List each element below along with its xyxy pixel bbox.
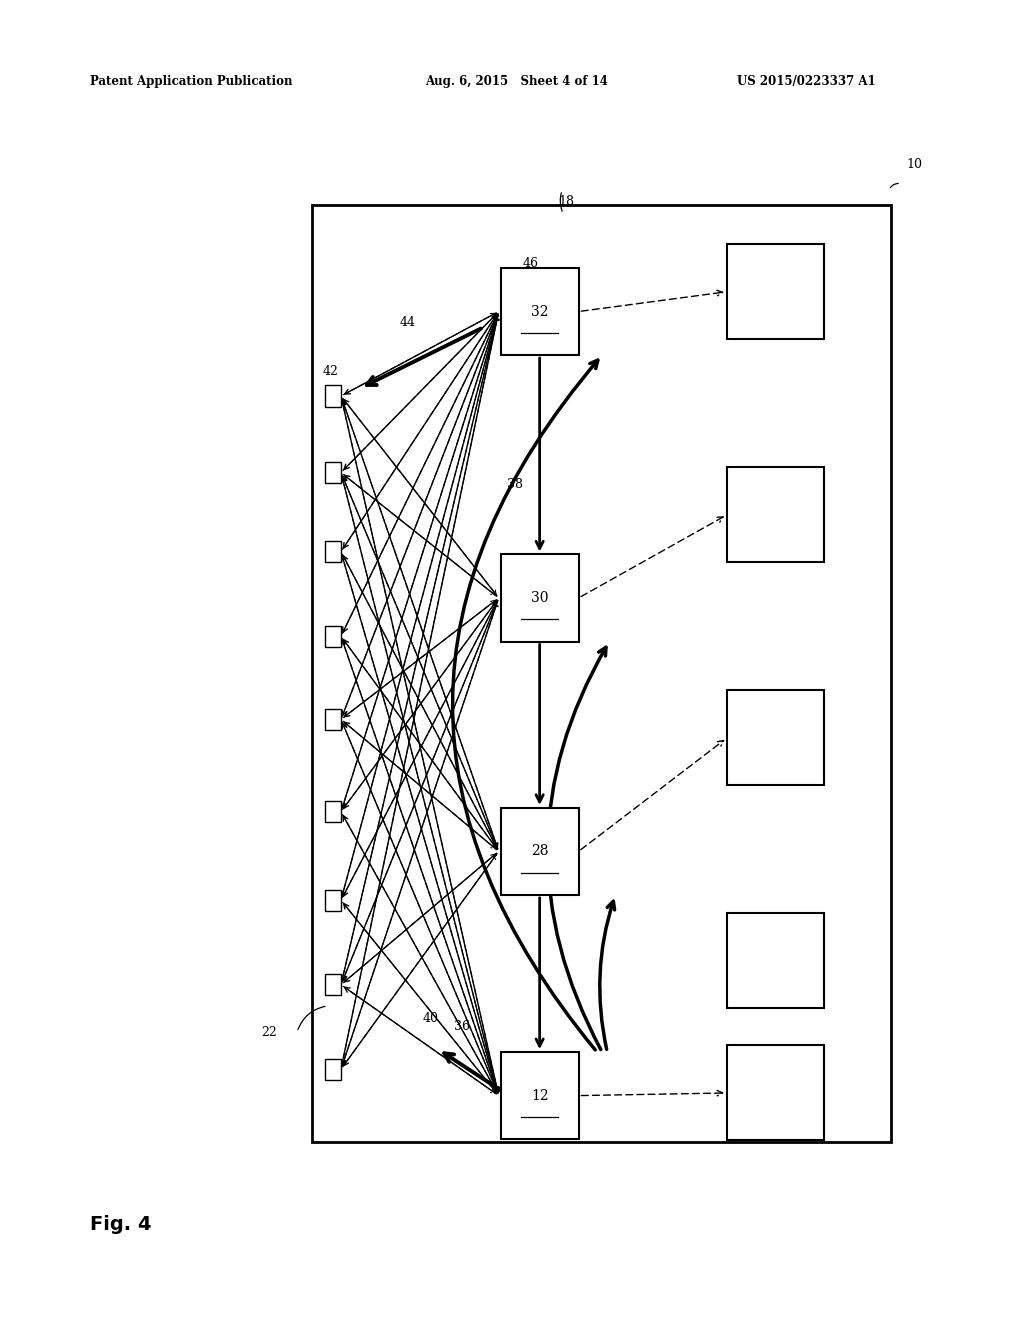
Text: 38: 38: [507, 478, 523, 491]
Text: 40: 40: [423, 1011, 439, 1024]
Text: Aug. 6, 2015   Sheet 4 of 14: Aug. 6, 2015 Sheet 4 of 14: [425, 75, 608, 88]
Bar: [501, 1052, 579, 1139]
Text: 36: 36: [454, 1019, 470, 1032]
Bar: [325, 974, 341, 995]
Bar: [727, 467, 824, 562]
Text: 10: 10: [906, 157, 923, 170]
Bar: [727, 244, 824, 339]
Bar: [325, 385, 341, 407]
Bar: [325, 541, 341, 562]
Bar: [727, 913, 824, 1008]
Bar: [325, 462, 341, 483]
Bar: [501, 554, 579, 642]
Text: 28: 28: [530, 845, 549, 858]
Bar: [325, 801, 341, 822]
Text: 30: 30: [530, 591, 549, 605]
Bar: [501, 808, 579, 895]
Text: Fig. 4: Fig. 4: [90, 1216, 152, 1234]
Bar: [325, 1059, 341, 1080]
Bar: [727, 690, 824, 785]
Text: 44: 44: [399, 315, 416, 329]
Bar: [727, 1045, 824, 1140]
Text: Patent Application Publication: Patent Application Publication: [90, 75, 293, 88]
Text: 32: 32: [530, 305, 549, 318]
Bar: [325, 709, 341, 730]
Text: 22: 22: [261, 1026, 276, 1039]
Text: 12: 12: [530, 1089, 549, 1102]
Text: 18: 18: [558, 194, 574, 207]
Bar: [325, 890, 341, 911]
Bar: [501, 268, 579, 355]
Text: 46: 46: [522, 256, 539, 269]
Bar: [312, 205, 891, 1142]
Bar: [325, 626, 341, 647]
Text: US 2015/0223337 A1: US 2015/0223337 A1: [737, 75, 876, 88]
Text: 42: 42: [323, 364, 339, 378]
